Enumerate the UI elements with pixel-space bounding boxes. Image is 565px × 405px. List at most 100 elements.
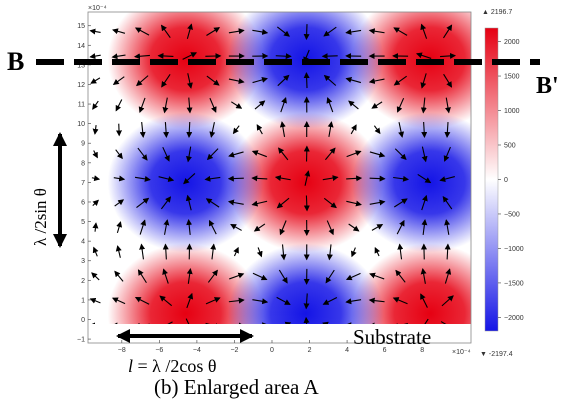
field-arrow	[111, 53, 126, 60]
field-arrow	[205, 198, 220, 208]
field-arrow	[420, 293, 428, 308]
field-arrow	[322, 175, 339, 182]
horizontal-dimension-l: l	[128, 356, 133, 376]
field-arrow	[277, 74, 290, 87]
field-arrow	[394, 148, 407, 160]
field-arrow	[89, 53, 101, 60]
field-arrow	[346, 175, 363, 182]
y-tick-label: −1	[77, 337, 85, 344]
field-arrow	[115, 99, 123, 112]
field-arrow	[206, 75, 220, 86]
field-arrow	[326, 244, 333, 261]
field-arrow	[345, 272, 361, 281]
x-tick-label: 0	[270, 347, 274, 354]
y-tick-label: 15	[77, 23, 85, 30]
y-tick-label: 8	[81, 160, 85, 167]
x-tick-label: −2	[230, 347, 238, 354]
field-arrow	[163, 219, 170, 235]
x-tick-label: −6	[155, 347, 163, 354]
y-tick-label: 9	[81, 141, 85, 148]
field-arrow	[276, 26, 290, 37]
field-arrow	[183, 173, 196, 185]
field-arrow	[254, 100, 266, 110]
field-arrow	[421, 219, 428, 235]
y-tick-label: 0	[81, 317, 85, 324]
field-arrow	[322, 321, 329, 324]
horizontal-dimension: l = λ /2cos θ	[116, 329, 254, 376]
field-arrow	[229, 272, 245, 280]
field-arrow	[162, 243, 169, 260]
field-arrow	[134, 175, 151, 182]
field-arrow	[420, 97, 427, 114]
field-arrow	[230, 223, 242, 231]
field-arrow	[421, 146, 428, 163]
field-arrow	[303, 24, 310, 41]
x-tick-label: 4	[345, 347, 349, 354]
field-arrow	[158, 176, 175, 182]
field-arrow	[346, 200, 362, 207]
heatmap-positive-lobe	[107, 243, 264, 324]
x-tick-label: −4	[193, 347, 201, 354]
field-arrow	[92, 222, 99, 232]
field-arrow	[393, 27, 408, 36]
field-arrow	[205, 297, 221, 305]
field-arrow	[92, 246, 99, 257]
field-arrow	[162, 146, 170, 162]
field-arrow	[210, 243, 217, 260]
field-arrow	[371, 224, 384, 231]
colorbar-tick-label: 1500	[504, 74, 520, 81]
field-arrow	[256, 247, 263, 258]
field-arrow	[396, 97, 405, 113]
field-arrow	[251, 150, 267, 158]
field-arrow	[303, 316, 310, 324]
field-arrow	[345, 298, 362, 305]
field-arrow	[274, 175, 291, 182]
field-arrow	[443, 73, 453, 88]
field-arrow	[92, 100, 99, 110]
field-arrow	[443, 146, 451, 162]
field-arrow	[393, 198, 408, 208]
colorbar-tick-label: −1500	[504, 280, 524, 287]
field-arrow	[230, 101, 243, 109]
field-arrow	[393, 175, 410, 182]
field-arrow	[89, 297, 101, 304]
arrow-field-layer	[89, 23, 457, 324]
field-arrow	[276, 197, 290, 209]
section-label-b-prime: B'	[536, 73, 559, 99]
field-arrow	[439, 176, 455, 183]
field-arrow	[444, 219, 451, 235]
field-arrow	[440, 321, 447, 324]
field-arrow	[186, 73, 193, 89]
y-tick-label: 4	[81, 239, 85, 246]
field-arrow	[186, 267, 193, 284]
field-arrow	[116, 221, 123, 233]
colorbar-tick-label: 0	[504, 177, 508, 184]
plot-frame	[87, 11, 472, 344]
field-arrow	[159, 295, 173, 307]
field-arrow	[89, 28, 101, 35]
field-arrow	[186, 292, 194, 309]
y-tick-label: 10	[77, 121, 85, 128]
field-arrow	[92, 199, 99, 207]
field-arrow	[278, 269, 288, 284]
field-arrow	[113, 175, 126, 182]
field-arrow	[348, 100, 359, 110]
x-tick-label: 8	[420, 347, 424, 354]
field-arrow	[284, 321, 292, 324]
colorbar-max-label: ▲ 2196.7	[482, 9, 512, 16]
field-arrow	[228, 28, 245, 35]
field-arrow	[420, 268, 427, 284]
field-arrow	[209, 122, 216, 138]
field-arrow	[323, 74, 337, 86]
field-arrow	[137, 269, 147, 284]
field-arrow	[325, 269, 335, 284]
field-arrow	[252, 272, 268, 281]
field-arrow	[228, 151, 244, 158]
field-arrow	[369, 151, 386, 158]
field-arrow	[392, 297, 408, 305]
field-arrow	[345, 29, 362, 35]
field-arrow	[115, 149, 123, 160]
field-arrow	[160, 196, 172, 210]
field-arrow	[228, 297, 245, 304]
